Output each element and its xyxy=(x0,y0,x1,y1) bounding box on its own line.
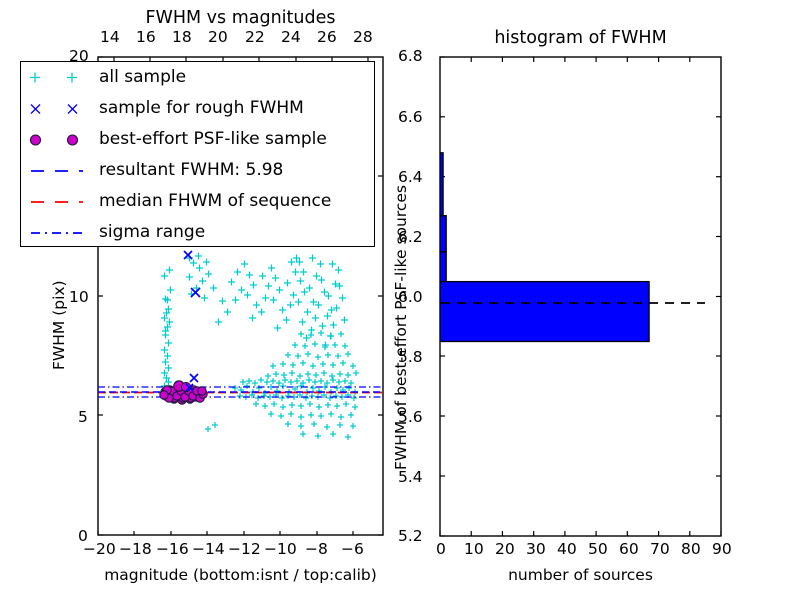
right-x-tick-0: 0 xyxy=(436,540,446,558)
legend-item-psf-like: best-effort PSF-like sample xyxy=(21,124,374,155)
right-y-tick-5.6: 5.6 xyxy=(398,408,423,426)
legend-item-resultant-fwhm: resultant FWHM: 5.98 xyxy=(21,155,374,186)
right-x-tick-80: 80 xyxy=(681,540,701,558)
left-top-tick-20: 20 xyxy=(208,28,228,46)
histogram-bar-2 xyxy=(440,250,447,283)
sigma-range-lines xyxy=(98,386,383,398)
left-top-tick-18: 18 xyxy=(172,28,192,46)
left-y-tick-0: 0 xyxy=(78,527,88,545)
left-x-tick--20: −20 xyxy=(83,540,116,558)
right-plot-title: histogram of FWHM xyxy=(494,28,667,48)
legend-marker-dashdot-line-icon xyxy=(21,217,99,248)
legend-marker-red-dashed-line-icon xyxy=(21,186,99,217)
all-sample-points xyxy=(161,69,359,440)
right-y-tick-5.2: 5.2 xyxy=(398,527,423,545)
left-x-tick--18: −18 xyxy=(119,540,152,558)
right-y-tick-6.4: 6.4 xyxy=(398,168,423,186)
rough-fwhm-sample-points xyxy=(183,250,201,392)
histogram-bar-main xyxy=(440,280,650,343)
right-y-tick-6.6: 6.6 xyxy=(398,108,423,126)
left-top-tick-16: 16 xyxy=(136,28,156,46)
legend-label-median-fhwm: median FHWM of sequence xyxy=(99,191,332,211)
legend: all sample sample for rough FWHM xyxy=(20,61,375,247)
left-plot-xlabel: magnitude (bottom:isnt / top:calib) xyxy=(104,566,377,584)
left-x-tick--10: −10 xyxy=(264,540,297,558)
legend-label-sigma-range: sigma range xyxy=(99,222,206,242)
left-x-tick--12: −12 xyxy=(228,540,261,558)
left-y-tick-10: 10 xyxy=(69,288,89,306)
legend-label-all-sample: all sample xyxy=(99,67,187,87)
right-x-tick-30: 30 xyxy=(526,540,546,558)
left-plot-data xyxy=(98,69,383,440)
legend-label-psf-like: best-effort PSF-like sample xyxy=(99,129,327,149)
right-x-tick-20: 20 xyxy=(495,540,515,558)
legend-item-rough-fwhm: sample for rough FWHM xyxy=(21,93,374,124)
right-y-tick-6.0: 6.0 xyxy=(398,288,423,306)
right-y-tick-5.4: 5.4 xyxy=(398,468,423,486)
left-x-tick--14: −14 xyxy=(192,540,225,558)
legend-label-resultant-fwhm: resultant FWHM: 5.98 xyxy=(99,160,284,180)
left-x-tick--8: −8 xyxy=(305,540,328,558)
legend-item-sigma-range: sigma range xyxy=(21,217,374,248)
right-y-tick-6.8: 6.8 xyxy=(398,47,423,65)
right-x-tick-90: 90 xyxy=(712,540,732,558)
left-top-tick-14: 14 xyxy=(100,28,120,46)
right-y-tick-6.2: 6.2 xyxy=(398,228,423,246)
left-plot-title: FWHM vs magnitudes xyxy=(145,8,336,28)
left-x-tick--16: −16 xyxy=(156,540,189,558)
right-plot-xlabel: number of sources xyxy=(508,566,653,584)
legend-label-rough-fwhm: sample for rough FWHM xyxy=(99,98,304,118)
right-x-tick-40: 40 xyxy=(557,540,577,558)
legend-marker-blue-dashed-line-icon xyxy=(21,155,99,186)
right-x-tick-50: 50 xyxy=(588,540,608,558)
right-y-tick-5.8: 5.8 xyxy=(398,348,423,366)
left-top-tick-22: 22 xyxy=(245,28,265,46)
legend-item-all-sample: all sample xyxy=(21,62,374,93)
left-y-tick-5: 5 xyxy=(78,408,88,426)
right-x-tick-60: 60 xyxy=(619,540,639,558)
histogram-bars xyxy=(440,152,650,343)
left-x-tick--6: −6 xyxy=(341,540,364,558)
left-top-tick-28: 28 xyxy=(353,28,373,46)
right-x-tick-70: 70 xyxy=(650,540,670,558)
left-top-tick-24: 24 xyxy=(281,28,301,46)
legend-marker-plus-icon xyxy=(21,62,99,93)
histogram-bar-4 xyxy=(440,152,444,217)
legend-marker-dot-icon xyxy=(21,124,99,155)
legend-marker-cross-icon xyxy=(21,93,99,124)
legend-item-median-fhwm: median FHWM of sequence xyxy=(21,186,374,217)
left-y-tick-20: 20 xyxy=(69,47,89,65)
histogram-bar-3 xyxy=(440,215,447,253)
left-top-tick-26: 26 xyxy=(317,28,337,46)
right-x-tick-10: 10 xyxy=(464,540,484,558)
